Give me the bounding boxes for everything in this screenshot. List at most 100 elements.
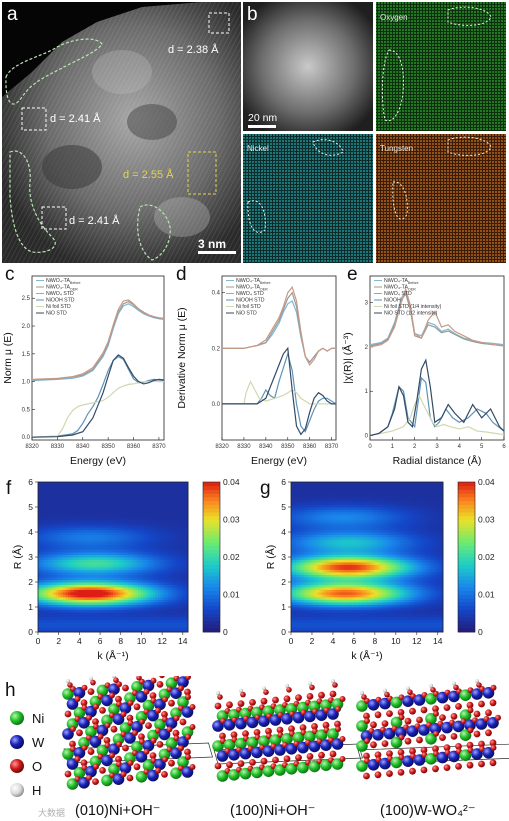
heatmap-cell [329,582,332,585]
heatmap-cell [180,579,184,583]
heatmap-cell [50,577,54,580]
heatmap-cell [183,537,186,540]
heatmap-cell [118,497,121,500]
heatmap-cell [88,584,91,588]
heatmap-cell [73,557,76,560]
heatmap-cell [120,547,124,550]
heatmap-cell [336,612,340,615]
colorbar-segment [203,534,220,539]
heatmap-cell [306,527,310,530]
heatmap-cell [173,587,176,590]
heatmap-cell [163,604,166,608]
heatmap-cell [135,514,139,518]
heatmap-cell [291,489,294,493]
heatmap-cell [93,562,96,565]
x-tick-label: 4 [77,636,82,646]
y-tick-label: 3 [365,301,369,307]
heatmap-cell [323,559,327,563]
heatmap-cell [150,544,154,548]
heatmap-cell [329,597,332,600]
heatmap-cell [75,512,79,515]
heatmap-cell [318,509,322,513]
heatmap-cell [70,577,74,580]
heatmap-cell [50,617,54,620]
heatmap-cell [173,557,176,560]
heatmap-cell [88,547,91,550]
heatmap-cell [75,597,79,600]
y-tick-label: 2 [365,345,369,351]
heatmap-cell [145,497,149,500]
heatmap-cell [331,504,335,508]
heatmap-cell [123,544,126,548]
heatmap-cell [105,492,109,495]
heatmap-cell [123,499,126,503]
heatmap-cell [331,577,335,580]
heatmap-cell [55,569,59,573]
heatmap-cell [135,552,139,555]
heatmap-cell [68,627,71,630]
heatmap-cell [155,489,159,493]
heatmap-cell [73,582,76,585]
heatmap-cell [98,507,101,510]
heatmap-cell [108,544,111,548]
series-line [31,354,165,438]
heatmap-cell [110,552,114,555]
heatmap-cell [326,599,330,603]
heatmap-cell [334,562,337,565]
heatmap-cell [321,599,325,603]
heatmap-cell [326,529,330,533]
heatmap-cell [329,537,332,540]
heatmap-cell [158,534,161,538]
heatmap-cell [95,529,99,533]
heatmap-cell [90,504,94,508]
heatmap-cell [40,502,44,505]
heatmap-cell [118,549,121,553]
heatmap-cell [103,517,106,520]
heatmap-cell [291,499,294,503]
heatmap-cell [63,517,66,520]
heatmap-cell [148,629,151,633]
heatmap-cell [103,582,106,585]
heatmap-cell [170,567,174,570]
heatmap-cell [110,607,114,610]
heatmap-cell [138,629,141,633]
heatmap-cell [78,537,81,540]
heatmap-cell [53,617,56,620]
heatmap-cell [98,629,101,633]
heatmap-cell [73,592,76,595]
heatmap-cell [75,509,79,513]
heatmap-cell [103,489,106,493]
heatmap-cell [153,517,156,520]
heatmap-cell [140,559,144,563]
heatmap-cell [73,497,76,500]
heatmap-cell [158,492,161,495]
heatmap-cell [125,524,129,528]
heatmap-cell [120,529,124,533]
heatmap-cell [58,524,61,528]
heatmap-cell [185,609,189,613]
heatmap-cell [140,549,144,553]
heatmap-cell [160,509,164,513]
heatmap-cell [65,622,69,625]
heatmap-cell [143,562,146,565]
heatmap-cell [163,594,166,598]
heatmap-cell [98,522,101,525]
heatmap-cell [115,589,119,593]
heatmap-cell [163,607,166,610]
heatmap-cell [140,522,144,525]
heatmap-cell [301,599,305,603]
heatmap-cell [85,589,89,593]
heatmap-cell [163,532,166,535]
heatmap-cell [298,574,302,578]
heatmap-cell [138,514,141,518]
heatmap-cell [306,612,310,615]
heatmap-cell [48,497,51,500]
heatmap-cell [60,552,64,555]
heatmap-cell [158,609,161,613]
heatmap-cell [75,572,79,575]
heatmap-cell [88,482,91,485]
heatmap-cell [336,587,340,590]
heatmap-cell [98,527,101,530]
heatmap-cell [183,602,186,605]
heatmap-cell [103,609,106,613]
